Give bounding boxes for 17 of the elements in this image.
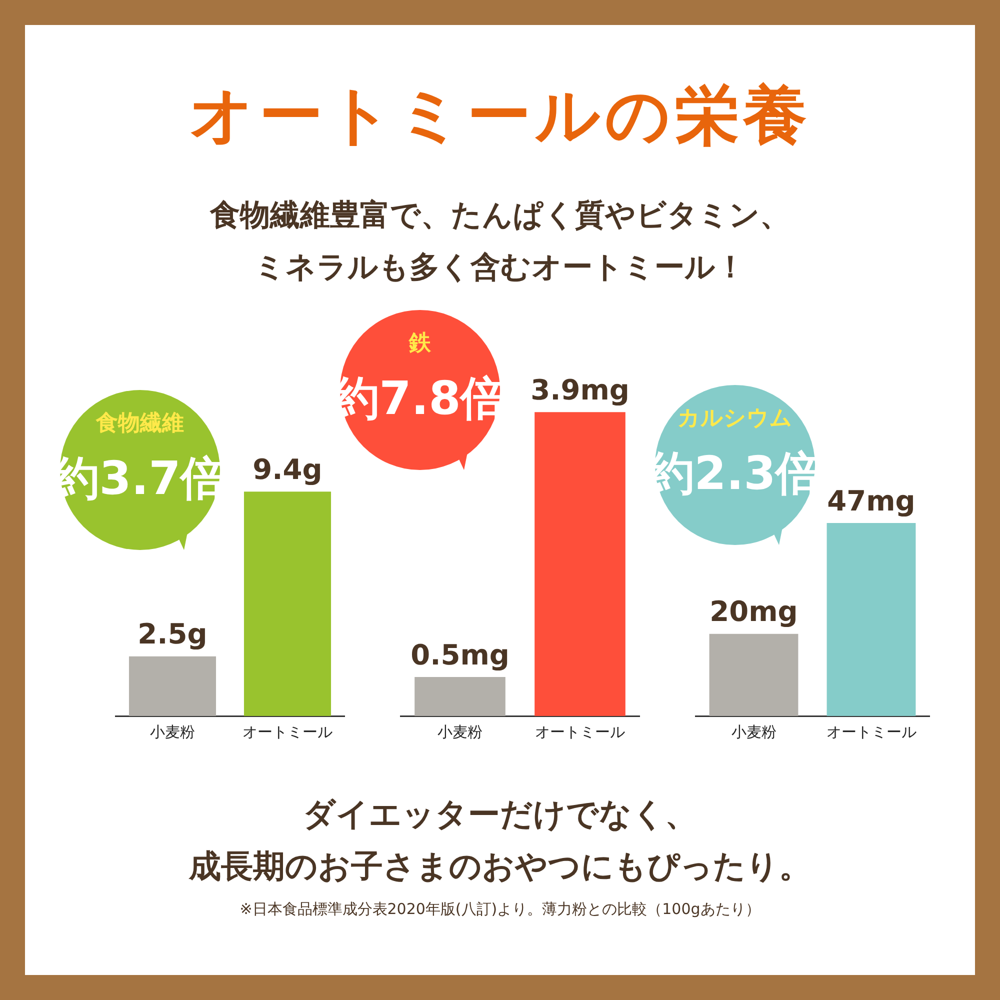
text: 食物繊維豊富で、たんぱく質やビタミン、ミネラルも多く含むオートミール！ xyxy=(208,197,791,287)
x-tick-label: オートミール xyxy=(242,722,332,741)
text: オートミールの栄養 xyxy=(188,78,812,155)
text: ダイエッターだけでなく、 xyxy=(302,794,698,835)
data-label: 20mg xyxy=(710,595,798,628)
x-tick-label: 小麦粉 xyxy=(731,722,776,741)
data-label: 0.5mg xyxy=(410,638,510,672)
text: 成長期のお子さまのおやつにもぴったり。 xyxy=(188,846,812,887)
x-tick-label: 小麦粉 xyxy=(438,722,482,741)
data-label: 47mg xyxy=(827,484,916,518)
data-label: 2.5g xyxy=(138,618,208,651)
x-tick-label: 小麦粉 xyxy=(150,722,195,741)
data-label: 9.4g xyxy=(252,452,322,486)
data-label: 3.9mg xyxy=(530,373,630,406)
x-tick-label: オートミール xyxy=(535,722,625,741)
text: ※日本食品標準成分表2020年版(八訂)より。薄力粉との比較（100gあたり） xyxy=(238,900,762,919)
x-tick-label: オートミール xyxy=(826,722,916,741)
